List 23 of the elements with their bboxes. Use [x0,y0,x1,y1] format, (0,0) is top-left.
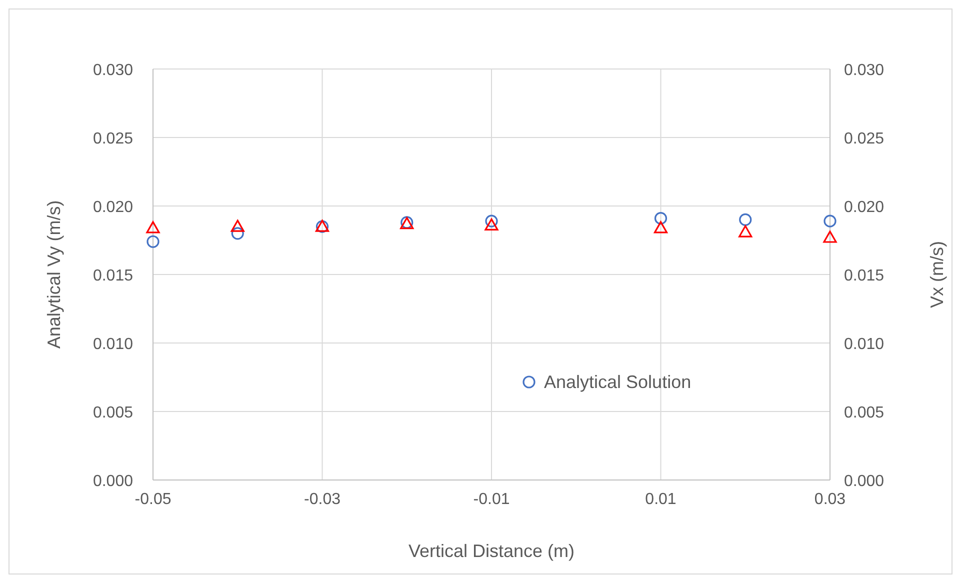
y-tick-label: 0.025 [92,130,134,148]
y-tick-label: 0.000 [92,473,134,490]
y2-tick-label: 0.010 [844,336,884,353]
y2-tick-label: 0.005 [844,404,884,422]
x-tick-label: -0.03 [304,491,341,508]
x-tick-label: 0.01 [645,491,676,508]
y2-tick-label: 0.020 [844,199,884,216]
y-tick-label: 0.010 [92,336,134,353]
y-tick-label: 0.005 [92,404,134,422]
y-axis-title: Analytical Vy (m/s) [44,200,64,349]
legend-label: Analytical Solution [544,372,692,392]
x-axis-title: Vertical Distance (m) [408,541,575,561]
y2-tick-label: 0.030 [844,62,884,79]
x-tick-label: -0.05 [134,491,172,508]
y-tick-label: 0.015 [92,268,134,284]
y-tick-label: 0.030 [92,62,134,79]
y-tick-label: 0.020 [92,199,134,216]
x-tick-label: 0.03 [814,491,846,508]
y2-axis-title: Vx (m/s) [927,241,947,308]
y2-tick-label: 0.015 [844,268,884,284]
y2-tick-label: 0.000 [844,473,884,490]
y2-tick-label: 0.025 [844,130,884,148]
x-tick-label: -0.01 [473,491,510,508]
